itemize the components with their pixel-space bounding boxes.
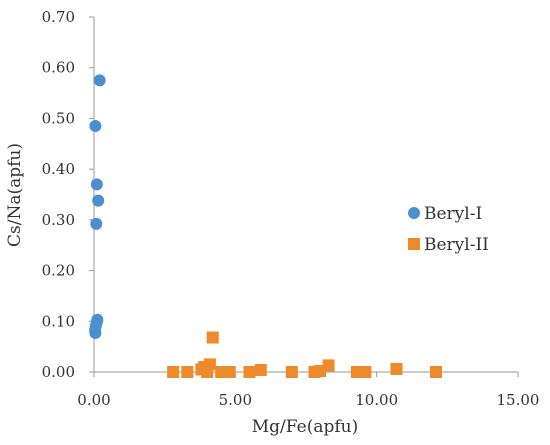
y-tick-label: 0.60 <box>42 59 75 77</box>
point-beryl-ii <box>430 366 443 378</box>
point-beryl-ii <box>254 363 267 376</box>
point-beryl-ii <box>285 366 298 378</box>
point-beryl-i <box>92 194 105 207</box>
x-tick-label: 0.00 <box>77 391 110 409</box>
point-beryl-i <box>93 74 106 87</box>
point-beryl-ii <box>203 358 216 371</box>
point-beryl-ii <box>223 366 236 378</box>
y-tick-label: 0.40 <box>42 160 75 178</box>
y-tick-label: 0.10 <box>42 312 75 330</box>
y-tick-label: 0.30 <box>42 211 75 229</box>
data-points <box>89 74 443 378</box>
point-beryl-i <box>90 178 103 191</box>
legend: Beryl-I Beryl-II <box>408 204 489 255</box>
legend-label-beryl-ii: Beryl-II <box>424 235 489 255</box>
x-ticks: 0.00 5.00 10.00 15.00 <box>77 372 539 409</box>
y-tick-label: 0.50 <box>42 109 75 127</box>
y-axis-title: Cs/Na(apfu) <box>5 143 25 247</box>
x-tick-label: 15.00 <box>497 391 540 409</box>
axes <box>93 17 518 373</box>
point-beryl-i <box>90 217 103 230</box>
point-beryl-i <box>89 326 102 339</box>
legend-marker-beryl-i <box>408 207 420 219</box>
point-beryl-ii <box>322 359 335 372</box>
point-beryl-ii <box>167 366 180 378</box>
point-beryl-ii <box>359 366 372 378</box>
y-tick-label: 0.00 <box>42 363 75 381</box>
x-tick-label: 10.00 <box>355 391 398 409</box>
legend-marker-beryl-ii <box>408 238 420 250</box>
x-tick-label: 5.00 <box>219 391 252 409</box>
legend-label-beryl-i: Beryl-I <box>424 204 482 224</box>
point-beryl-ii <box>390 362 403 375</box>
point-beryl-ii <box>206 331 219 344</box>
point-beryl-ii <box>181 366 194 378</box>
y-ticks: 0.00 0.10 0.20 0.30 0.40 0.50 0.60 0.70 <box>42 8 94 381</box>
point-beryl-ii <box>243 366 256 378</box>
y-tick-label: 0.70 <box>42 8 75 26</box>
y-tick-label: 0.20 <box>42 262 75 280</box>
point-beryl-i <box>89 120 102 133</box>
x-axis-title: Mg/Fe(apfu) <box>252 417 358 437</box>
